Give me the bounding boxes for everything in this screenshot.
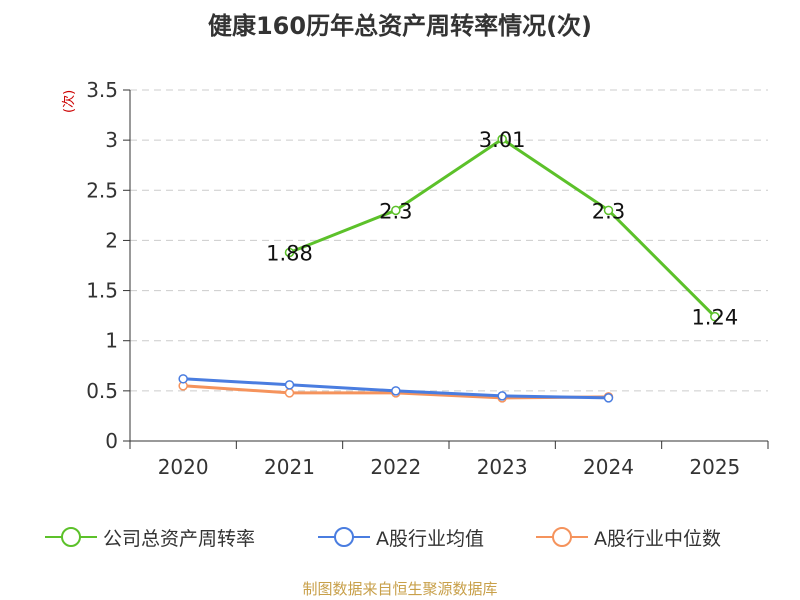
legend-item-company[interactable]: 公司总资产周转率 [45, 522, 255, 552]
y-tick-label: 2.5 [86, 178, 118, 202]
data-point [710, 311, 720, 322]
y-tick-label: 3.5 [86, 78, 118, 102]
x-tick-label: 2022 [370, 455, 421, 479]
y-tick-label: 3 [105, 128, 118, 152]
legend-line-marker-icon [536, 527, 588, 547]
data-point [497, 391, 507, 401]
y-tick-label: 2 [105, 228, 118, 252]
data-point [284, 388, 295, 398]
legend-label: A股行业中位数 [594, 527, 721, 550]
data-point [284, 247, 295, 258]
x-tick-label: 2025 [689, 455, 740, 479]
data-point [603, 205, 614, 216]
data-source-note: 制图数据来自恒生聚源数据库 [302, 580, 498, 598]
y-tick-label: 0 [105, 429, 118, 453]
data-label: 2.3 [592, 199, 625, 223]
y-tick-label: 1 [105, 329, 118, 353]
x-tick-label: 2021 [264, 455, 315, 479]
data-point [603, 393, 614, 403]
legend-label: A股行业均值 [376, 527, 484, 550]
legend-item-industry-median[interactable]: A股行业中位数 [536, 522, 721, 552]
x-tick-label: 2023 [477, 455, 528, 479]
x-tick-label: 2024 [583, 455, 634, 479]
data-point [497, 134, 507, 144]
chart-legend: 公司总资产周转率 A股行业均值 A股行业中位数 [0, 522, 800, 552]
data-point [391, 205, 401, 216]
series-line [288, 137, 716, 318]
data-label: 1.88 [266, 241, 313, 265]
legend-item-industry-avg[interactable]: A股行业均值 [318, 522, 484, 552]
data-label: 1.24 [691, 306, 738, 330]
data-point [178, 374, 188, 384]
y-tick-label: 1.5 [86, 279, 118, 303]
data-point [284, 380, 295, 390]
legend-line-marker-icon [45, 527, 97, 547]
data-label: 3.01 [479, 128, 526, 152]
y-tick-label: 0.5 [86, 379, 118, 403]
data-point [391, 386, 401, 396]
legend-line-marker-icon [318, 527, 370, 547]
chart-title: 健康160历年总资产周转率情况(次) [207, 12, 593, 40]
data-label: 2.3 [379, 199, 412, 223]
x-tick-label: 2020 [158, 455, 209, 479]
legend-label: 公司总资产周转率 [103, 527, 256, 550]
